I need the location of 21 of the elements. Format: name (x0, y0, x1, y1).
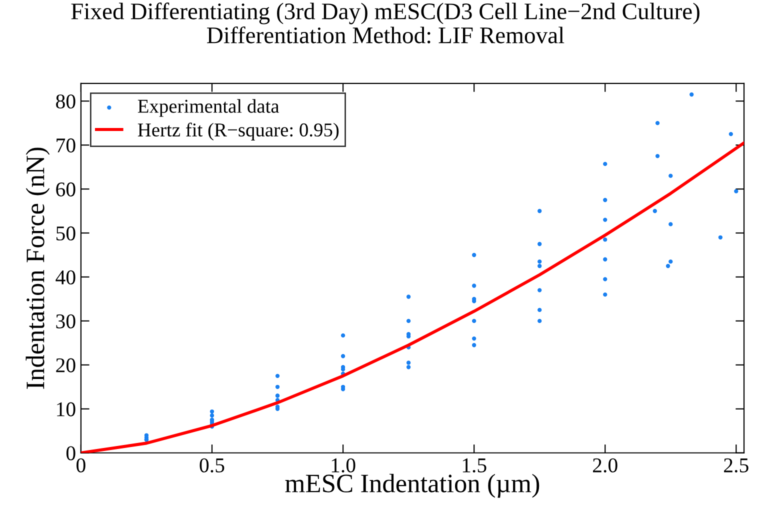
y-tick-label: 80 (56, 94, 76, 109)
x-tick-label: 1.5 (462, 458, 486, 472)
chart-title: Fixed Differentiating (3rd Day) mESC(D3 Cell Line−2nd Culture) (71, 2, 700, 24)
y-tick-label: 10 (57, 402, 76, 416)
y-tick-label: 70 (56, 138, 76, 152)
x-axis-title: mESC Indentation (µm) (285, 474, 540, 498)
legend-label: Experimental data (138, 99, 280, 117)
chart-subtitle: Differentiation Method: LIF Removal (207, 26, 564, 44)
y-tick-label: 20 (56, 358, 76, 372)
x-tick-label: 1.0 (332, 458, 356, 472)
x-tick-label: 2.0 (593, 458, 618, 472)
y-tick-label: 40 (56, 270, 76, 284)
y-tick-label: 0 (66, 446, 76, 460)
legend-label: Hertz fit (R−square: 0.95) (138, 122, 339, 140)
x-tick-label: 0 (76, 458, 86, 472)
x-tick-label: 0.5 (200, 458, 224, 472)
y-axis-title: Indentation Force (nN) (26, 148, 50, 389)
y-tick-label: 60 (56, 182, 76, 196)
y-tick-label: 50 (56, 226, 76, 240)
y-tick-label: 30 (56, 314, 76, 328)
x-tick-label: 2.5 (724, 458, 748, 472)
